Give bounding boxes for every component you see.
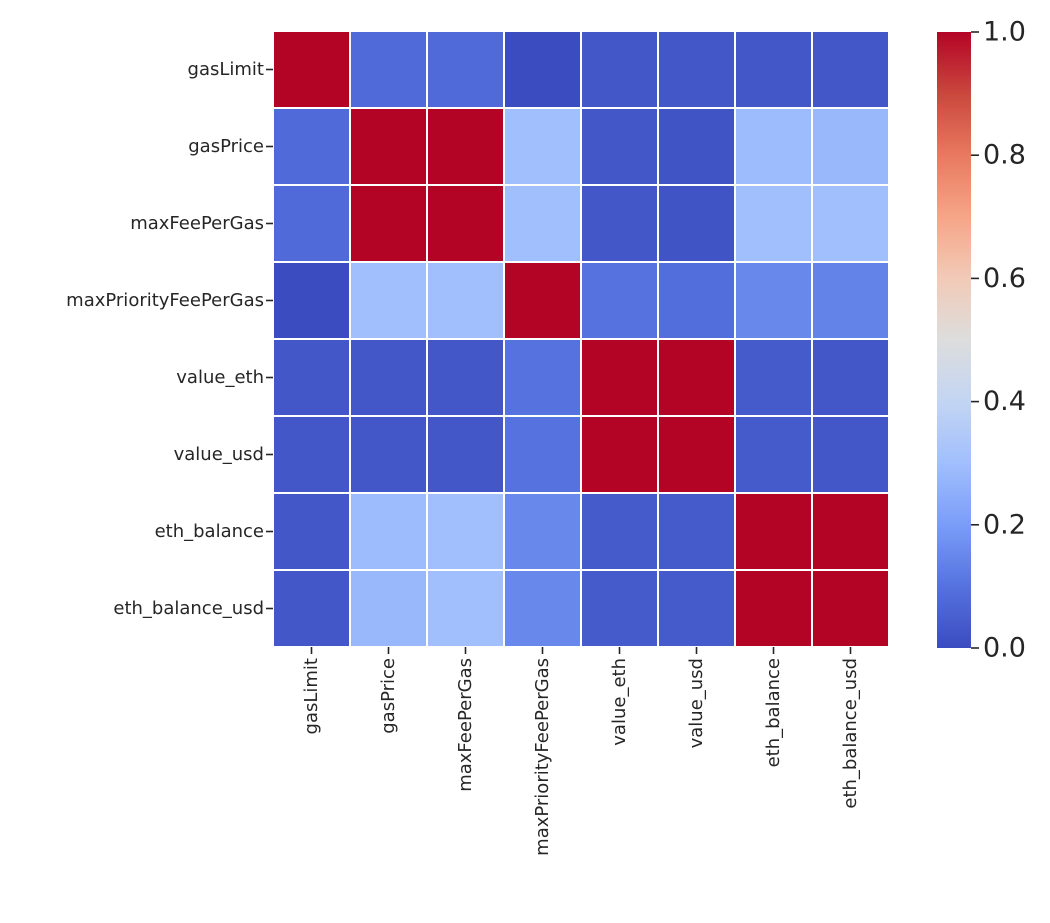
heatmap-cell-gasLimit-value_usd [659,32,734,107]
y-tick-label: eth_balance [155,521,264,542]
colorbar-tick-label: 0.4 [983,386,1026,417]
heatmap-cell-gasLimit-gasPrice [351,32,426,107]
heatmap-cell-eth_balance-maxPriorityFeePerGas [505,494,580,569]
heatmap-cell-eth_balance-gasLimit [274,494,349,569]
colorbar-tick-label: 1.0 [983,17,1026,48]
heatmap-cell-gasPrice-eth_balance [736,109,811,184]
heatmap-cell-eth_balance_usd-value_eth [582,571,657,646]
heatmap-cell-gasLimit-maxFeePerGas [428,32,503,107]
heatmap-cell-value_usd-gasPrice [351,417,426,492]
heatmap-cell-gasPrice-value_eth [582,109,657,184]
heatmap-cell-eth_balance-gasPrice [351,494,426,569]
heatmap-cell-value_usd-maxFeePerGas [428,417,503,492]
x-axis-ticks: gasLimit gasPrice maxFeePerGas maxPriorityF… [301,647,861,856]
heatmap-cell-gasPrice-maxPriorityFeePerGas [505,109,580,184]
y-tick-label: value_usd [174,444,264,465]
heatmap-cell-value_eth-eth_balance_usd [813,340,888,415]
heatmap-cell-eth_balance_usd-eth_balance [736,571,811,646]
heatmap-cell-maxFeePerGas-gasPrice [351,186,426,261]
x-tick-label: maxPriorityFeePerGas [532,658,553,856]
heatmap-cell-gasPrice-value_usd [659,109,734,184]
heatmap-cell-eth_balance_usd-gasPrice [351,571,426,646]
heatmap-cell-gasPrice-maxFeePerGas [428,109,503,184]
heatmap-cell-value_usd-value_usd [659,417,734,492]
colorbar-tick-label: 0.2 [983,509,1026,540]
heatmap-cell-maxFeePerGas-eth_balance_usd [813,186,888,261]
heatmap-cell-eth_balance_usd-maxPriorityFeePerGas [505,571,580,646]
heatmap-cell-gasLimit-gasLimit [274,32,349,107]
x-tick-label: maxFeePerGas [455,658,476,792]
heatmap-cell-maxFeePerGas-eth_balance [736,186,811,261]
x-tick-label: gasPrice [378,658,399,734]
heatmap-cell-gasLimit-eth_balance_usd [813,32,888,107]
heatmap-cell-value_eth-value_eth [582,340,657,415]
heatmap-cell-maxFeePerGas-maxPriorityFeePerGas [505,186,580,261]
y-axis-ticks: gasLimit gasPrice maxFeePerGas maxPriorityF… [66,59,273,619]
heatmap-cell-gasLimit-value_eth [582,32,657,107]
heatmap-cell-gasLimit-maxPriorityFeePerGas [505,32,580,107]
y-tick-label: value_eth [176,367,264,388]
heatmap-cell-maxPriorityFeePerGas-maxPriorityFeePerGas [505,263,580,338]
heatmap-cell-maxPriorityFeePerGas-value_usd [659,263,734,338]
colorbar-tick-label: 0.8 [983,140,1026,171]
colorbar-gradient [937,32,971,648]
heatmap-cell-value_usd-value_eth [582,417,657,492]
heatmap-cell-gasLimit-eth_balance [736,32,811,107]
x-tick-label: eth_balance [763,658,784,767]
heatmap-cell-maxFeePerGas-value_eth [582,186,657,261]
heatmap-cell-maxPriorityFeePerGas-gasPrice [351,263,426,338]
heatmap-cell-eth_balance_usd-eth_balance_usd [813,571,888,646]
heatmap-cell-eth_balance-eth_balance_usd [813,494,888,569]
heatmap-cell-value_eth-eth_balance [736,340,811,415]
colorbar: 0.0 0.2 0.4 0.6 0.8 1.0 [937,17,1026,664]
heatmap-cell-eth_balance-maxFeePerGas [428,494,503,569]
heatmap-cell-eth_balance-value_usd [659,494,734,569]
heatmap-cell-value_eth-gasPrice [351,340,426,415]
heatmap-cell-eth_balance_usd-maxFeePerGas [428,571,503,646]
heatmap-cell-eth_balance-eth_balance [736,494,811,569]
heatmap-cells [274,32,888,646]
heatmap-cell-value_usd-gasLimit [274,417,349,492]
heatmap-cell-maxPriorityFeePerGas-eth_balance_usd [813,263,888,338]
heatmap-cell-maxFeePerGas-gasLimit [274,186,349,261]
heatmap-cell-maxPriorityFeePerGas-maxFeePerGas [428,263,503,338]
y-tick-label: gasPrice [188,136,264,157]
heatmap-cell-eth_balance_usd-value_usd [659,571,734,646]
y-tick-label: maxFeePerGas [130,213,264,234]
x-tick-label: eth_balance_usd [840,658,861,809]
y-tick-label: eth_balance_usd [113,598,264,619]
x-tick-label: value_eth [609,658,630,746]
heatmap-cell-value_usd-eth_balance_usd [813,417,888,492]
x-tick-label: gasLimit [301,658,322,734]
colorbar-tick-label: 0.6 [983,263,1026,294]
heatmap-cell-value_usd-eth_balance [736,417,811,492]
colorbar-ticks: 0.0 0.2 0.4 0.6 0.8 1.0 [971,17,1026,664]
heatmap-cell-gasPrice-gasPrice [351,109,426,184]
heatmap-cell-eth_balance-value_eth [582,494,657,569]
heatmap-cell-value_eth-maxPriorityFeePerGas [505,340,580,415]
heatmap-cell-value_eth-maxFeePerGas [428,340,503,415]
heatmap-cell-maxPriorityFeePerGas-gasLimit [274,263,349,338]
heatmap-cell-eth_balance_usd-gasLimit [274,571,349,646]
heatmap-cell-gasPrice-eth_balance_usd [813,109,888,184]
x-tick-label: value_usd [686,658,707,748]
y-tick-label: gasLimit [188,59,264,80]
heatmap-cell-value_eth-value_usd [659,340,734,415]
colorbar-tick-label: 0.0 [983,633,1026,664]
heatmap-cell-value_eth-gasLimit [274,340,349,415]
y-tick-label: maxPriorityFeePerGas [66,290,264,311]
heatmap-cell-value_usd-maxPriorityFeePerGas [505,417,580,492]
heatmap-cell-gasPrice-gasLimit [274,109,349,184]
heatmap-cell-maxPriorityFeePerGas-eth_balance [736,263,811,338]
heatmap-cell-maxFeePerGas-maxFeePerGas [428,186,503,261]
heatmap-cell-maxFeePerGas-value_usd [659,186,734,261]
heatmap-cell-maxPriorityFeePerGas-value_eth [582,263,657,338]
